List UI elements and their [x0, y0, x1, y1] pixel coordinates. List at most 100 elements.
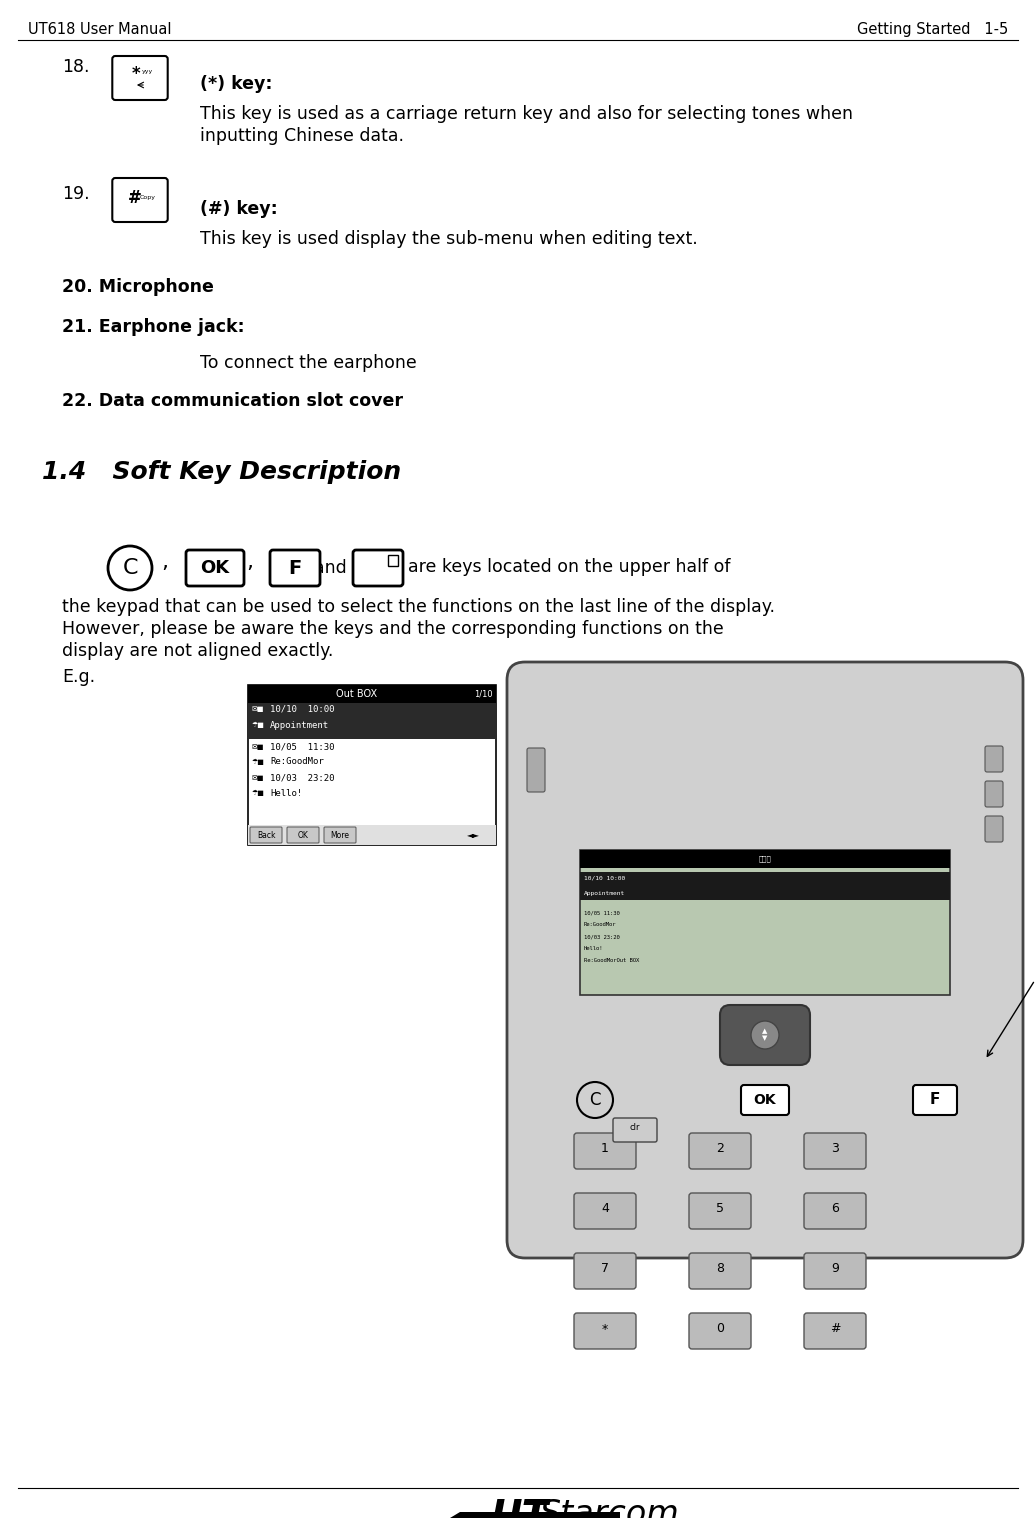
- Text: ◄►: ◄►: [466, 830, 480, 839]
- Text: 6: 6: [831, 1202, 839, 1216]
- Text: *: *: [132, 65, 140, 83]
- Text: 20. Microphone: 20. Microphone: [62, 278, 213, 296]
- Text: 2: 2: [716, 1143, 724, 1155]
- Text: Re:GoodMor: Re:GoodMor: [270, 757, 323, 767]
- Text: OK: OK: [753, 1093, 776, 1107]
- FancyBboxPatch shape: [112, 56, 168, 100]
- Text: Hello!: Hello!: [584, 946, 604, 950]
- FancyBboxPatch shape: [540, 665, 990, 715]
- Text: 22. Data communication slot cover: 22. Data communication slot cover: [62, 392, 403, 410]
- Text: 10/05 11:30: 10/05 11:30: [584, 911, 620, 915]
- Text: the keypad that can be used to select the functions on the last line of the disp: the keypad that can be used to select th…: [62, 598, 775, 616]
- Text: 10/10 10:00: 10/10 10:00: [584, 876, 626, 880]
- Text: E.g.: E.g.: [62, 668, 95, 686]
- FancyBboxPatch shape: [720, 1005, 810, 1066]
- Text: 21. Earphone jack:: 21. Earphone jack:: [62, 317, 244, 335]
- Polygon shape: [450, 1512, 620, 1518]
- FancyBboxPatch shape: [248, 824, 496, 846]
- Text: clr: clr: [630, 1123, 640, 1132]
- FancyBboxPatch shape: [580, 850, 950, 868]
- FancyBboxPatch shape: [507, 662, 1023, 1258]
- Text: #: #: [830, 1322, 840, 1336]
- Text: Copy: Copy: [140, 196, 156, 200]
- Text: 电话书: 电话书: [758, 856, 772, 862]
- Text: ,: ,: [247, 553, 254, 572]
- FancyBboxPatch shape: [248, 685, 496, 703]
- Text: Back: Back: [257, 830, 276, 839]
- Text: More: More: [330, 830, 349, 839]
- FancyBboxPatch shape: [324, 827, 356, 842]
- Text: C: C: [589, 1091, 601, 1110]
- Text: C: C: [122, 559, 138, 578]
- FancyBboxPatch shape: [574, 1132, 636, 1169]
- Text: However, please be aware the keys and the corresponding functions on the: However, please be aware the keys and th…: [62, 619, 724, 638]
- Text: OK: OK: [297, 830, 309, 839]
- Text: UT618 User Manual: UT618 User Manual: [28, 21, 172, 36]
- FancyBboxPatch shape: [248, 703, 496, 739]
- Text: Starcom: Starcom: [540, 1498, 680, 1518]
- FancyBboxPatch shape: [527, 748, 545, 792]
- FancyBboxPatch shape: [689, 1193, 751, 1230]
- FancyBboxPatch shape: [985, 745, 1003, 773]
- Text: Hello!: Hello!: [270, 788, 303, 797]
- Text: ☂■: ☂■: [252, 723, 265, 729]
- Text: Getting Started   1-5: Getting Started 1-5: [857, 21, 1008, 36]
- FancyBboxPatch shape: [353, 550, 403, 586]
- Text: 1.4   Soft Key Description: 1.4 Soft Key Description: [42, 460, 401, 484]
- Text: 0: 0: [716, 1322, 724, 1336]
- FancyBboxPatch shape: [689, 1252, 751, 1289]
- FancyBboxPatch shape: [804, 1313, 866, 1350]
- Text: 5: 5: [716, 1202, 724, 1216]
- Text: are keys located on the upper half of: are keys located on the upper half of: [408, 559, 730, 575]
- FancyBboxPatch shape: [248, 685, 496, 846]
- Text: 10/05  11:30: 10/05 11:30: [270, 742, 335, 751]
- Text: Re:GoodMor: Re:GoodMor: [584, 921, 616, 926]
- FancyBboxPatch shape: [388, 556, 398, 566]
- Text: Re:GoodMorOut BOX: Re:GoodMorOut BOX: [584, 958, 639, 964]
- FancyBboxPatch shape: [689, 1132, 751, 1169]
- Text: OK: OK: [200, 559, 230, 577]
- Text: and: and: [314, 559, 346, 577]
- Text: yyy: yyy: [141, 70, 152, 74]
- Text: ✉■: ✉■: [252, 744, 264, 750]
- Text: Out BOX: Out BOX: [337, 689, 377, 698]
- FancyBboxPatch shape: [985, 780, 1003, 808]
- Text: ☂■: ☂■: [252, 759, 265, 765]
- FancyBboxPatch shape: [574, 1252, 636, 1289]
- Text: 4: 4: [601, 1202, 609, 1216]
- Text: This key is used as a carriage return key and also for selecting tones when: This key is used as a carriage return ke…: [200, 105, 853, 123]
- Text: 7: 7: [601, 1263, 609, 1275]
- Text: *: *: [602, 1322, 608, 1336]
- Text: 10/03  23:20: 10/03 23:20: [270, 774, 335, 782]
- FancyBboxPatch shape: [804, 1132, 866, 1169]
- FancyBboxPatch shape: [804, 1252, 866, 1289]
- Text: inputting Chinese data.: inputting Chinese data.: [200, 128, 404, 146]
- FancyBboxPatch shape: [913, 1085, 957, 1116]
- Text: 3: 3: [831, 1143, 839, 1155]
- FancyBboxPatch shape: [613, 1117, 657, 1142]
- Text: ☂■: ☂■: [252, 789, 265, 795]
- Text: Appointment: Appointment: [584, 891, 626, 896]
- FancyBboxPatch shape: [270, 550, 320, 586]
- FancyBboxPatch shape: [186, 550, 244, 586]
- Text: 9: 9: [831, 1263, 839, 1275]
- Text: display are not aligned exactly.: display are not aligned exactly.: [62, 642, 334, 660]
- Text: F: F: [288, 559, 301, 577]
- Text: This key is used display the sub-menu when editing text.: This key is used display the sub-menu wh…: [200, 231, 698, 247]
- FancyBboxPatch shape: [250, 827, 282, 842]
- FancyBboxPatch shape: [580, 850, 950, 994]
- Text: To connect the earphone: To connect the earphone: [200, 354, 416, 372]
- Text: ▲
▼: ▲ ▼: [762, 1029, 768, 1041]
- FancyBboxPatch shape: [580, 871, 950, 900]
- Text: 18.: 18.: [62, 58, 89, 76]
- Text: Appointment: Appointment: [270, 721, 329, 730]
- Text: (#) key:: (#) key:: [200, 200, 278, 219]
- FancyBboxPatch shape: [985, 817, 1003, 842]
- Text: 1: 1: [601, 1143, 609, 1155]
- FancyBboxPatch shape: [574, 1193, 636, 1230]
- Text: 10/03 23:20: 10/03 23:20: [584, 935, 620, 940]
- Text: ,: ,: [162, 553, 169, 572]
- Text: 1/10: 1/10: [474, 689, 493, 698]
- Text: (*) key:: (*) key:: [200, 74, 272, 93]
- Text: ✉■: ✉■: [252, 706, 264, 712]
